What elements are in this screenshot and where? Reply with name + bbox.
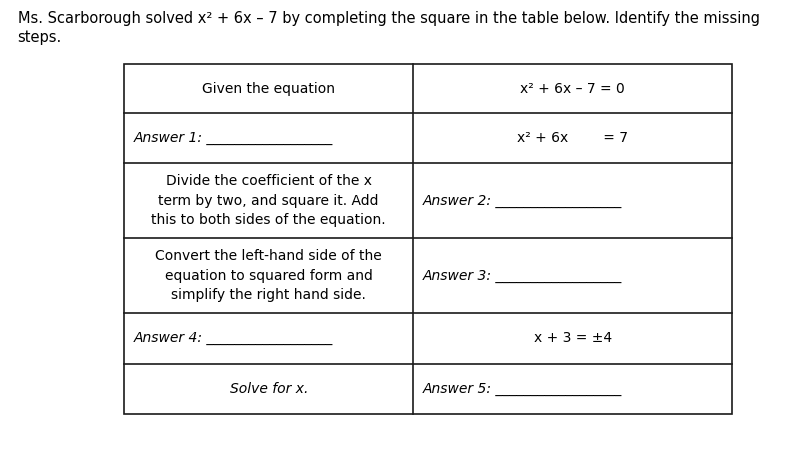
Text: Given the equation: Given the equation bbox=[202, 81, 335, 96]
Text: x + 3 = ±4: x + 3 = ±4 bbox=[534, 331, 612, 345]
Text: x² + 6x – 7 = 0: x² + 6x – 7 = 0 bbox=[520, 81, 625, 96]
Text: Solve for x.: Solve for x. bbox=[230, 382, 308, 396]
Text: Convert the left-hand side of the
equation to squared form and
simplify the righ: Convert the left-hand side of the equati… bbox=[155, 249, 382, 302]
Text: Ms. Scarborough solved x² + 6x – 7 by completing the square in the table below. : Ms. Scarborough solved x² + 6x – 7 by co… bbox=[18, 11, 760, 26]
Text: Divide the coefficient of the x
term by two, and square it. Add
this to both sid: Divide the coefficient of the x term by … bbox=[151, 174, 386, 227]
Text: Answer 3: __________________: Answer 3: __________________ bbox=[423, 268, 622, 283]
Bar bbox=[124, 64, 732, 414]
Text: Answer 4: __________________: Answer 4: __________________ bbox=[134, 331, 333, 345]
Text: Answer 2: __________________: Answer 2: __________________ bbox=[423, 194, 622, 207]
Text: steps.: steps. bbox=[18, 30, 62, 45]
Text: x² + 6x        = 7: x² + 6x = 7 bbox=[518, 131, 628, 145]
Text: Answer 5: __________________: Answer 5: __________________ bbox=[423, 382, 622, 396]
Text: Answer 1: __________________: Answer 1: __________________ bbox=[134, 131, 333, 145]
